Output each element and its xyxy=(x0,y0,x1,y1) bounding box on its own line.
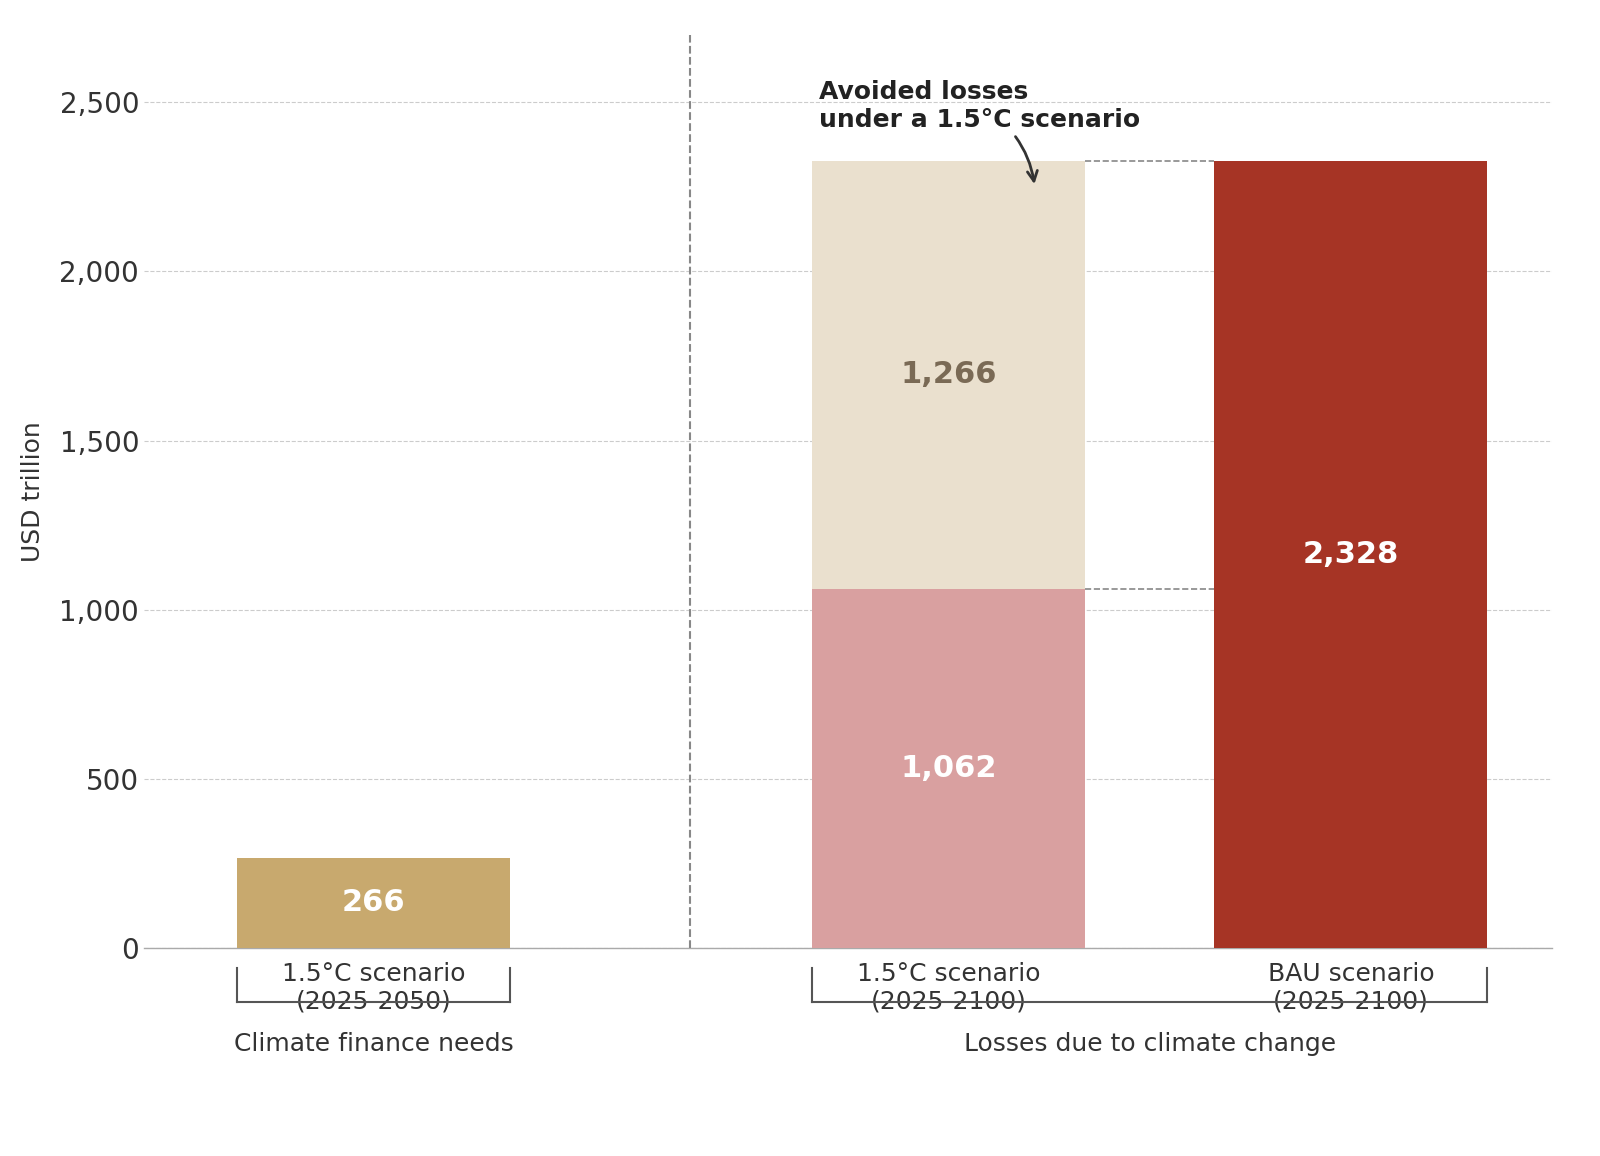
Text: 2,328: 2,328 xyxy=(1302,540,1398,569)
Text: Climate finance needs: Climate finance needs xyxy=(234,1032,514,1057)
Bar xyxy=(1214,161,1488,948)
Text: 1,266: 1,266 xyxy=(901,361,997,390)
Bar xyxy=(813,161,1085,588)
Text: 266: 266 xyxy=(342,889,406,918)
Bar xyxy=(813,588,1085,948)
Y-axis label: USD trillion: USD trillion xyxy=(21,421,45,562)
Text: Losses due to climate change: Losses due to climate change xyxy=(963,1032,1336,1057)
Bar xyxy=(237,858,510,948)
Text: Avoided losses
under a 1.5°C scenario: Avoided losses under a 1.5°C scenario xyxy=(819,80,1141,181)
Text: 1,062: 1,062 xyxy=(901,754,997,783)
